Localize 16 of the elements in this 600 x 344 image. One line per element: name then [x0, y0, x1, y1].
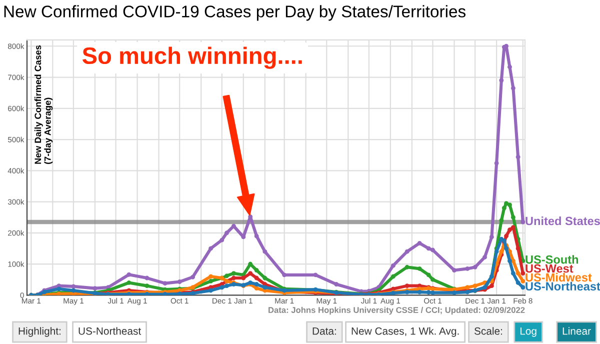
series-label: US-Midwest: [526, 272, 592, 282]
text: Highlight:: [18, 327, 60, 337]
chart-title: New Confirmed COVID-19 Cases per Day by States/Territories: [4, 5, 466, 21]
text: Linear: [562, 327, 591, 335]
annotation: So much winning....: [82, 46, 302, 69]
text: US-Northeast: [78, 327, 142, 335]
series-label: United States: [526, 216, 600, 226]
series-label: US-Northeast: [526, 282, 600, 291]
text: Data:: [312, 327, 336, 335]
text: Data: Johns Hopkins University CSSE / CCI; Updated: 02/09/2022: [268, 306, 525, 315]
series-label: US-South: [526, 255, 578, 264]
series-label: US-West: [526, 264, 574, 273]
text: Scale:: [474, 327, 502, 335]
y-axis-title: New Daily Confirmed Cases (7-day Average): [34, 45, 53, 164]
text: Log: [520, 327, 536, 337]
text: New Cases, 1 Wk. Avg.: [352, 327, 459, 337]
